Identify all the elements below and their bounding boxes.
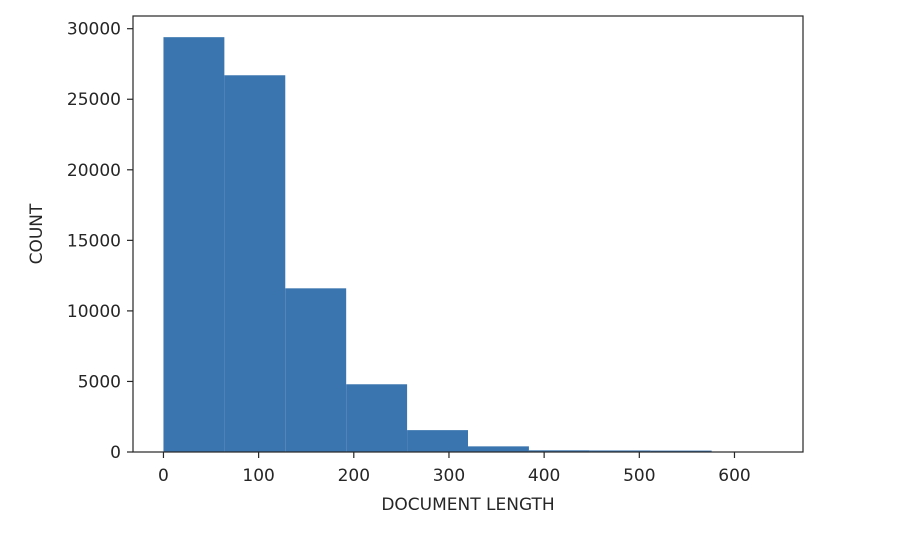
x-tick-label: 200 — [338, 466, 370, 486]
bars-group — [163, 37, 773, 453]
x-tick-label: 100 — [242, 466, 274, 486]
y-axis-ticks: 0 5000 10000 15000 20000 25000 30000 — [67, 20, 133, 463]
histogram-bar — [224, 75, 286, 452]
y-tick-label: 30000 — [67, 20, 121, 40]
x-tick-label: 500 — [623, 466, 655, 486]
histogram-bar — [285, 288, 347, 452]
histogram-bar — [346, 384, 408, 452]
histogram-bar — [468, 446, 529, 452]
x-tick-label: 0 — [158, 466, 169, 486]
plot-frame — [132, 15, 804, 453]
x-axis-ticks: 0 100 200 300 400 500 600 — [158, 452, 751, 486]
y-tick-label: 15000 — [67, 231, 121, 251]
y-axis-label: COUNT — [27, 203, 47, 264]
y-tick-label: 10000 — [67, 302, 121, 322]
x-tick-label: 400 — [528, 466, 560, 486]
histogram-bar — [650, 450, 712, 452]
y-tick-label: 5000 — [78, 372, 121, 392]
x-tick-label: 300 — [433, 466, 465, 486]
x-tick-label: 600 — [718, 466, 750, 486]
histogram-bar — [163, 37, 225, 453]
y-tick-label: 25000 — [67, 90, 121, 110]
histogram-bar — [589, 450, 651, 452]
y-tick-label: 20000 — [67, 161, 121, 181]
y-tick-label: 0 — [110, 443, 121, 463]
x-axis-label: DOCUMENT LENGTH — [381, 495, 554, 515]
histogram-bar — [528, 450, 590, 452]
histogram-bar — [407, 430, 468, 452]
